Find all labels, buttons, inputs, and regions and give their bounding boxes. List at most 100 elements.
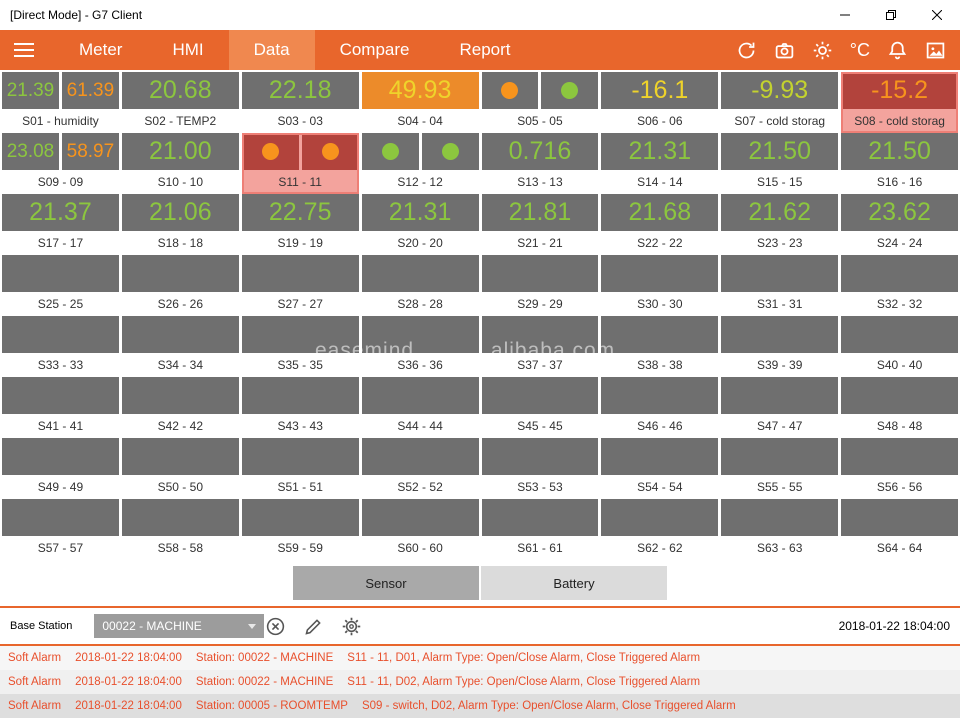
sensor-value: 22.18: [268, 76, 332, 104]
sensor-tile-S21[interactable]: 21.81 S21 - 21: [481, 194, 599, 255]
sensor-tile-S60[interactable]: S60 - 60: [361, 499, 479, 560]
sensor-tile-S18[interactable]: 21.06 S18 - 18: [121, 194, 239, 255]
sensor-tile-S23[interactable]: 21.62 S23 - 23: [721, 194, 839, 255]
sensor-tile-S58[interactable]: S58 - 58: [121, 499, 239, 560]
alarm-row[interactable]: Soft Alarm 2018-01-22 18:04:00 Station: 00…: [0, 670, 960, 694]
sensor-tile-S26[interactable]: S26 - 26: [121, 255, 239, 316]
sensor-tile-S19[interactable]: 22.75 S19 - 19: [241, 194, 359, 255]
sensor-tile-S01[interactable]: 21.39 61.39 S01 - humidity: [2, 72, 119, 133]
sensor-tile-S49[interactable]: S49 - 49: [2, 438, 119, 499]
camera-icon[interactable]: [774, 39, 796, 61]
tile-value-area: [481, 499, 599, 536]
alarm-row[interactable]: Soft Alarm 2018-01-22 18:04:00 Station: 00…: [0, 646, 960, 670]
sensor-tile-S30[interactable]: S30 - 30: [601, 255, 719, 316]
sensor-tile-S34[interactable]: S34 - 34: [121, 316, 239, 377]
sensor-tile-S12[interactable]: S12 - 12: [361, 133, 479, 194]
tab-hmi[interactable]: HMI: [172, 40, 204, 59]
sensor-tile-S24[interactable]: 23.62 S24 - 24: [841, 194, 958, 255]
close-button[interactable]: [914, 0, 960, 30]
sensor-tile-S63[interactable]: S63 - 63: [721, 499, 839, 560]
sensor-tile-S40[interactable]: S40 - 40: [841, 316, 958, 377]
settings-gear-icon[interactable]: [340, 615, 362, 637]
sensor-tile-S06[interactable]: -16.1 S06 - 06: [601, 72, 719, 133]
tile-value-area: [241, 438, 359, 475]
sensor-tile-S56[interactable]: S56 - 56: [841, 438, 958, 499]
minimize-button[interactable]: [822, 0, 868, 30]
sensor-view-button[interactable]: Sensor: [293, 566, 479, 600]
sensor-tile-S52[interactable]: S52 - 52: [361, 438, 479, 499]
sensor-tile-S43[interactable]: S43 - 43: [241, 377, 359, 438]
menu-icon[interactable]: [0, 30, 48, 70]
alarm-detail: S11 - 11, D01, Alarm Type: Open/Close Al…: [347, 652, 701, 664]
base-station-dropdown[interactable]: 00022 - MACHINE: [94, 614, 265, 638]
sensor-tile-S31[interactable]: S31 - 31: [721, 255, 839, 316]
celsius-unit-button[interactable]: °C: [849, 39, 870, 60]
refresh-icon[interactable]: [736, 39, 758, 61]
sensor-tile-S32[interactable]: S32 - 32: [841, 255, 958, 316]
sensor-tile-S59[interactable]: S59 - 59: [241, 499, 359, 560]
edit-icon[interactable]: [302, 615, 324, 637]
alarm-detail: S11 - 11, D02, Alarm Type: Open/Close Al…: [347, 676, 701, 688]
sensor-tile-S03[interactable]: 22.18 S03 - 03: [241, 72, 359, 133]
sensor-tile-S51[interactable]: S51 - 51: [241, 438, 359, 499]
sensor-tile-S20[interactable]: 21.31 S20 - 20: [361, 194, 479, 255]
sensor-tile-S54[interactable]: S54 - 54: [601, 438, 719, 499]
sensor-tile-S02[interactable]: 20.68 S02 - TEMP2: [121, 72, 239, 133]
sensor-tile-S53[interactable]: S53 - 53: [481, 438, 599, 499]
sensor-value: 21.39: [6, 80, 55, 101]
sensor-tile-S16[interactable]: 21.50 S16 - 16: [841, 133, 958, 194]
sensor-tile-S42[interactable]: S42 - 42: [121, 377, 239, 438]
sensor-tile-S14[interactable]: 21.31 S14 - 14: [601, 133, 719, 194]
picture-icon[interactable]: [924, 39, 946, 61]
value-box: 21.62: [721, 194, 839, 231]
sensor-tile-S11[interactable]: S11 - 11: [241, 133, 359, 194]
sensor-tile-label: S27 - 27: [277, 297, 323, 311]
tab-data[interactable]: Data: [228, 30, 315, 70]
sensor-tile-S17[interactable]: 21.37 S17 - 17: [2, 194, 119, 255]
sensor-tile-S15[interactable]: 21.50 S15 - 15: [721, 133, 839, 194]
tab-meter[interactable]: Meter: [79, 40, 123, 59]
alarm-row[interactable]: Soft Alarm 2018-01-22 18:04:00 Station: 00…: [0, 694, 960, 718]
sensor-tile-S46[interactable]: S46 - 46: [601, 377, 719, 438]
sensor-tile-S37[interactable]: S37 - 37: [481, 316, 599, 377]
brightness-icon[interactable]: [812, 39, 834, 61]
alarm-bell-icon[interactable]: [886, 39, 908, 61]
tab-report[interactable]: Report: [459, 40, 511, 59]
sensor-tile-S57[interactable]: S57 - 57: [2, 499, 119, 560]
sensor-tile-S33[interactable]: S33 - 33: [2, 316, 119, 377]
sensor-tile-S50[interactable]: S50 - 50: [121, 438, 239, 499]
sensor-tile-S05[interactable]: S05 - 05: [481, 72, 599, 133]
sensor-tile-S55[interactable]: S55 - 55: [721, 438, 839, 499]
sensor-tile-S07[interactable]: -9.93 S07 - cold storag: [721, 72, 839, 133]
sensor-tile-S13[interactable]: 0.716 S13 - 13: [481, 133, 599, 194]
sensor-tile-S29[interactable]: S29 - 29: [481, 255, 599, 316]
sensor-tile-S47[interactable]: S47 - 47: [721, 377, 839, 438]
sensor-tile-label: S14 - 14: [637, 175, 683, 189]
circle-x-icon[interactable]: [264, 615, 286, 637]
sensor-tile-S09[interactable]: 23.08 58.97 S09 - 09: [2, 133, 119, 194]
sensor-tile-S10[interactable]: 21.00 S10 - 10: [121, 133, 239, 194]
sensor-tile-label: S24 - 24: [876, 236, 923, 250]
sensor-tile-S28[interactable]: S28 - 28: [361, 255, 479, 316]
sensor-tile-S04[interactable]: 49.93 S04 - 04: [361, 72, 479, 133]
battery-view-button[interactable]: Battery: [481, 566, 667, 600]
sensor-tile-S25[interactable]: S25 - 25: [2, 255, 119, 316]
restore-button[interactable]: [868, 0, 914, 30]
sensor-tile-S39[interactable]: S39 - 39: [721, 316, 839, 377]
sensor-tile-S41[interactable]: S41 - 41: [2, 377, 119, 438]
tab-compare[interactable]: Compare: [339, 40, 410, 59]
sensor-tile-S36[interactable]: S36 - 36: [361, 316, 479, 377]
sensor-tile-S38[interactable]: S38 - 38: [601, 316, 719, 377]
sensor-tile-S64[interactable]: S64 - 64: [841, 499, 958, 560]
sensor-tile-S61[interactable]: S61 - 61: [481, 499, 599, 560]
sensor-tile-S35[interactable]: S35 - 35: [241, 316, 359, 377]
sensor-tile-S22[interactable]: 21.68 S22 - 22: [601, 194, 719, 255]
sensor-tile-S44[interactable]: S44 - 44: [361, 377, 479, 438]
sensor-tile-S27[interactable]: S27 - 27: [241, 255, 359, 316]
sensor-tile-S48[interactable]: S48 - 48: [841, 377, 958, 438]
sensor-tile-label: S62 - 62: [637, 541, 683, 555]
view-switch: Sensor Battery: [0, 560, 960, 606]
sensor-tile-S08[interactable]: -15.2 S08 - cold storag: [841, 72, 958, 133]
sensor-tile-S62[interactable]: S62 - 62: [601, 499, 719, 560]
sensor-tile-S45[interactable]: S45 - 45: [481, 377, 599, 438]
